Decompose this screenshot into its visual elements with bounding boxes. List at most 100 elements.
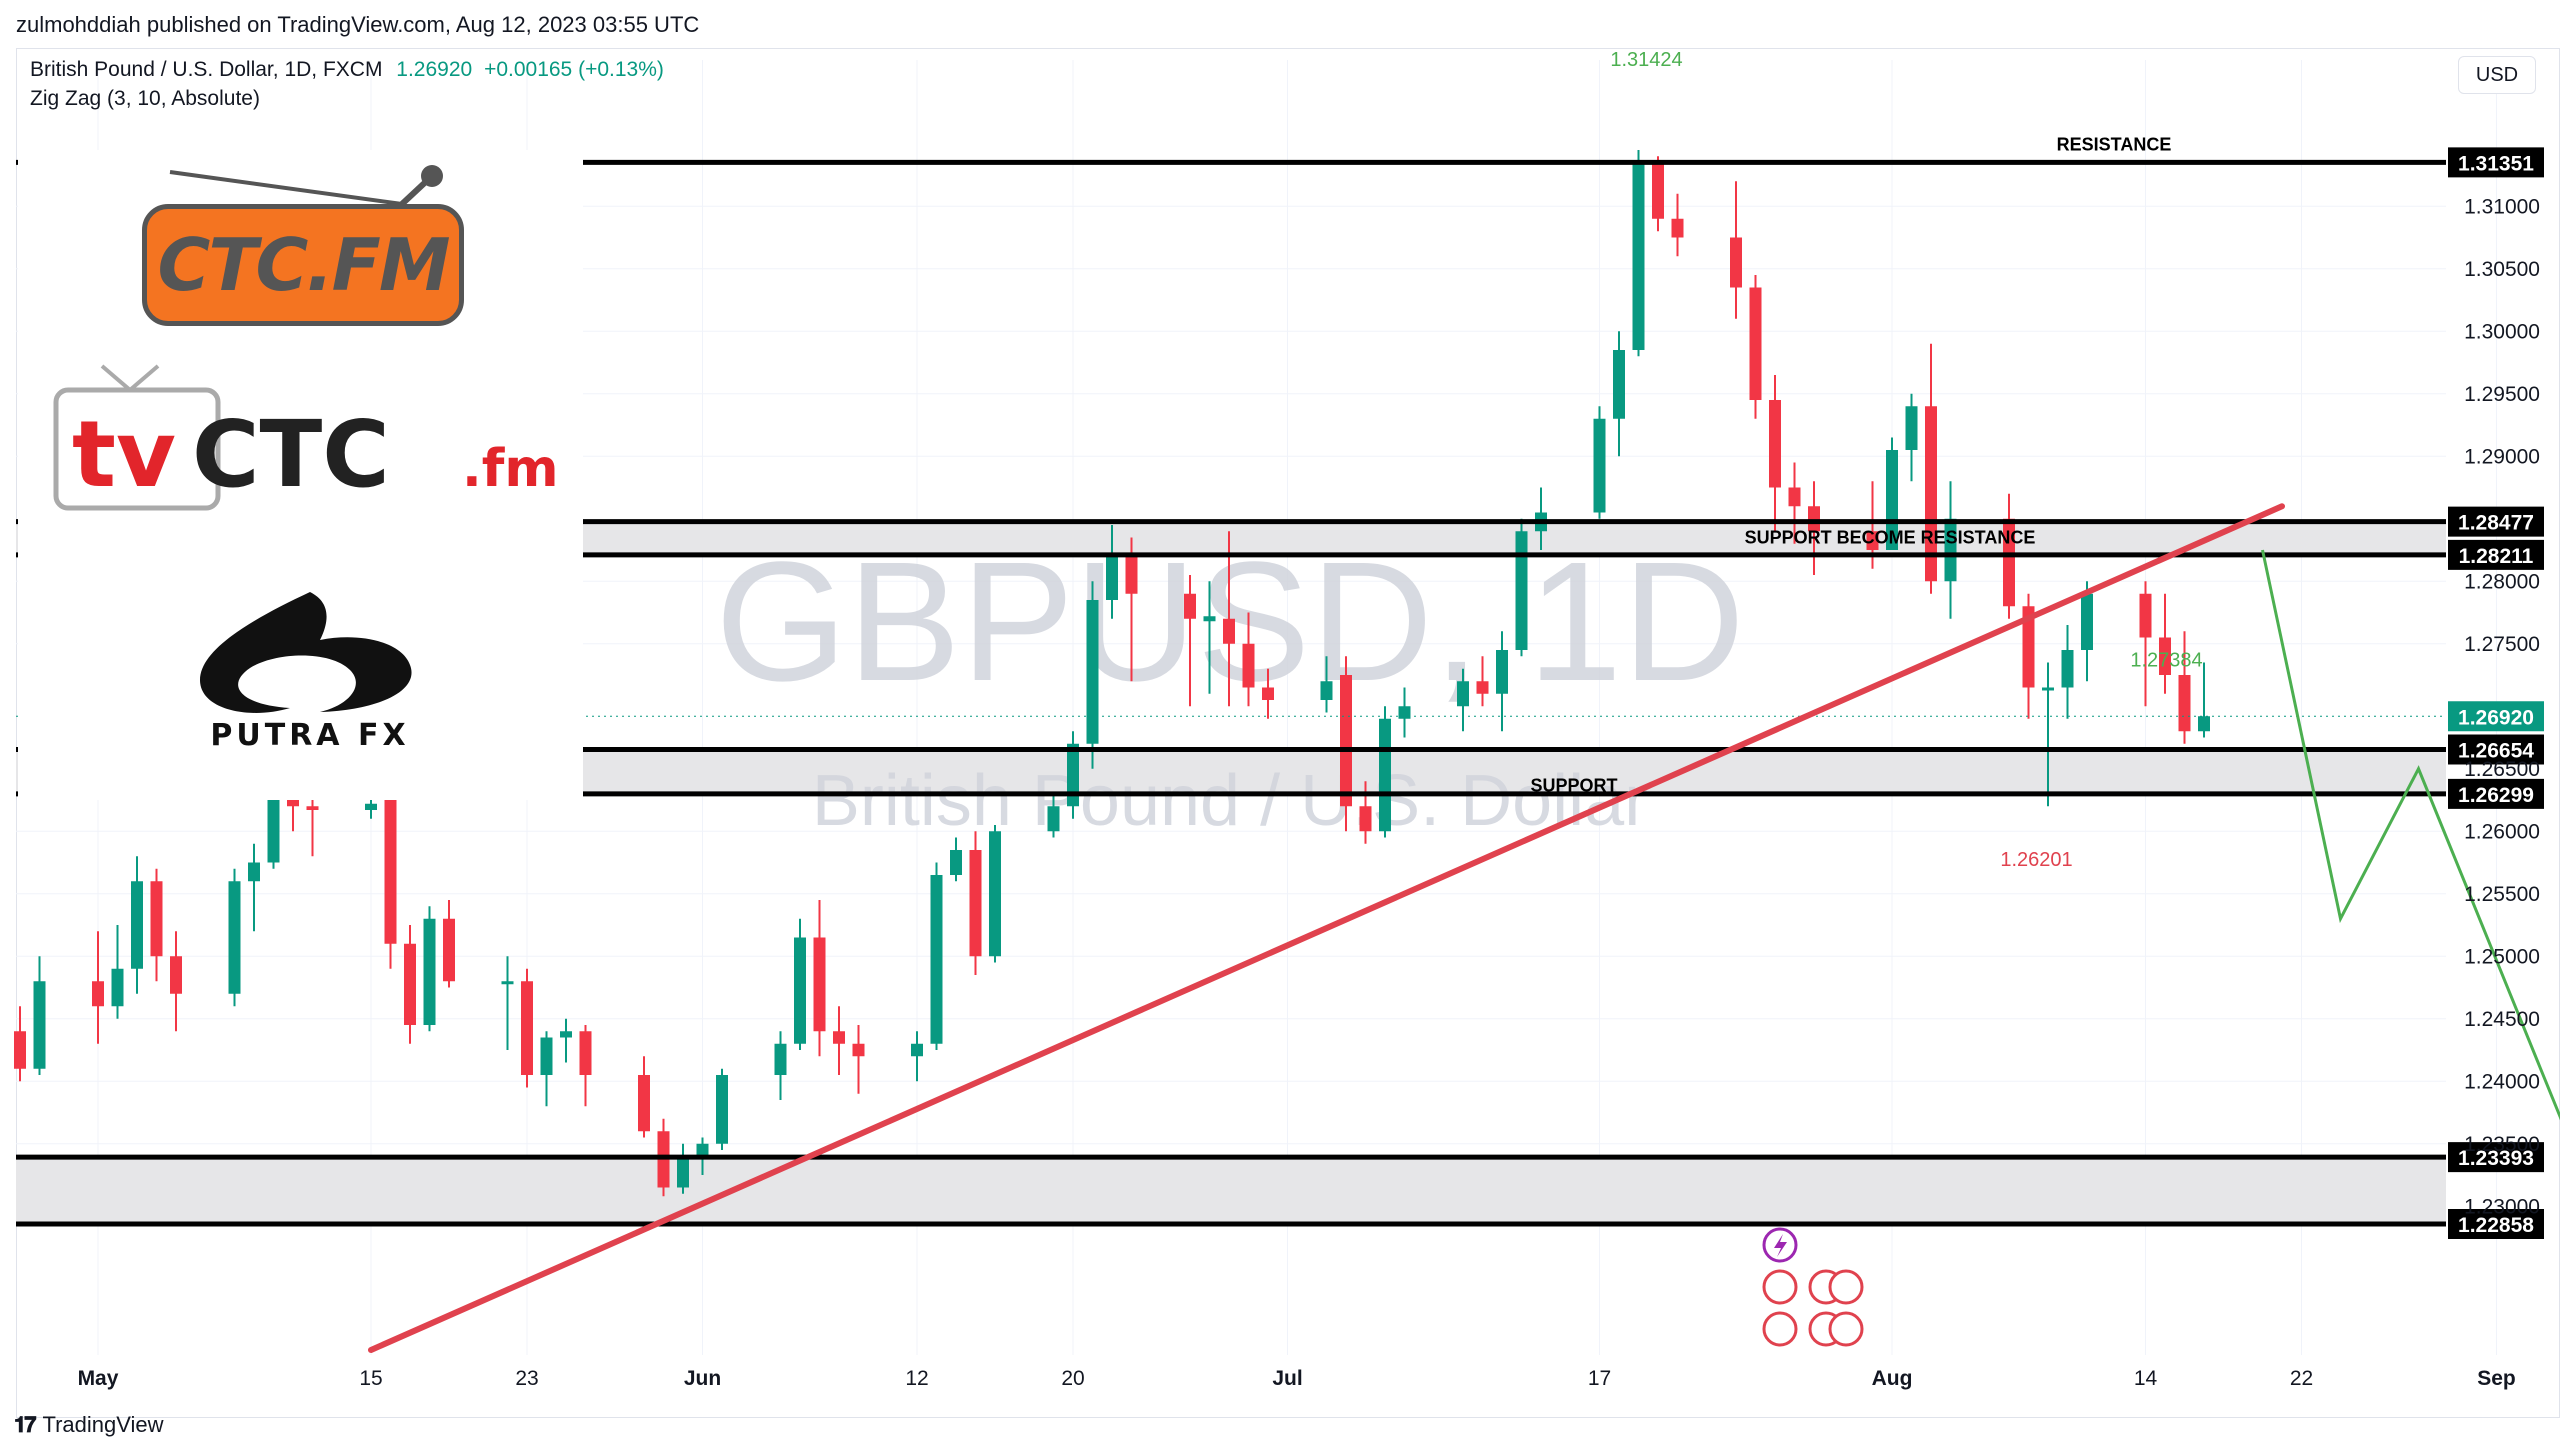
uk-flag-icon	[1762, 1269, 1798, 1305]
candle-body	[579, 1031, 592, 1075]
candle-body	[2061, 650, 2074, 688]
y-tick-label: 1.31000	[2464, 195, 2540, 218]
candle-body	[1340, 675, 1352, 807]
candle-body	[1515, 531, 1528, 650]
candle-body	[2198, 716, 2210, 732]
candle-body	[950, 850, 962, 875]
publisher-line: zulmohddiah published on TradingView.com…	[16, 12, 700, 37]
candle-body	[365, 803, 377, 810]
candle-body	[833, 1031, 845, 1044]
candle-body	[1398, 706, 1411, 719]
candle-body	[170, 956, 182, 994]
candle-body	[1184, 593, 1196, 619]
candle-body	[969, 850, 982, 957]
candle-body	[1125, 556, 1138, 594]
level-price-tag	[2448, 506, 2544, 537]
y-tick-label: 1.26000	[2464, 820, 2540, 843]
x-tick-label: 12	[905, 1367, 928, 1390]
candle-body	[150, 881, 163, 957]
y-tick-label: 1.30500	[2464, 258, 2540, 281]
level-price-label: 1.26299	[2458, 784, 2534, 807]
candle-body	[1730, 237, 1742, 288]
level-price-tag	[2448, 1209, 2544, 1239]
x-tick-label: 17	[1588, 1367, 1611, 1390]
y-tick-label: 1.30000	[2464, 320, 2540, 343]
candle-body	[852, 1043, 865, 1057]
candle-body	[423, 918, 436, 1025]
candle-body	[1788, 487, 1801, 507]
ctc-fm-badge: CTC.FM	[142, 204, 464, 326]
y-tick-label: 1.25500	[2464, 883, 2540, 906]
candle-body	[2042, 687, 2054, 691]
candle-body	[92, 981, 104, 1007]
candle-body	[443, 918, 455, 982]
grid-layer	[16, 60, 2497, 1355]
trendline	[368, 503, 2285, 1353]
candle-body	[1671, 218, 1684, 238]
tvctc-ctc: CTC	[192, 401, 390, 508]
tvctc-tv: tv	[72, 401, 176, 508]
zone-label: SUPPORT BECOME RESISTANCE	[1745, 527, 2036, 547]
candle-body	[1203, 616, 1216, 622]
us-flag-icon	[1762, 1311, 1798, 1347]
y-tick-label: 1.26500	[2464, 758, 2540, 781]
current-price-tag	[2448, 701, 2544, 732]
candle-body	[1242, 643, 1255, 688]
candle-body	[1379, 718, 1391, 832]
y-tick-label: 1.23500	[2464, 1133, 2540, 1156]
candle-body	[1067, 743, 1079, 807]
level-price-tag	[2448, 734, 2544, 765]
candle-body	[228, 881, 241, 994]
level-price-label: 1.28211	[2459, 545, 2534, 568]
candle-body	[774, 1043, 787, 1075]
currency-button[interactable]: USD	[2458, 56, 2536, 94]
drawing-layer	[368, 503, 2560, 1353]
level-price-tag	[2448, 147, 2544, 178]
candle-body	[930, 875, 943, 1044]
zone-label: SUPPORT	[1530, 776, 1617, 796]
candle-body	[1652, 162, 1664, 219]
candle-body	[696, 1143, 709, 1157]
price-zone	[16, 1157, 2446, 1224]
tvctc-logo: tv CTC .fm	[53, 364, 559, 511]
x-tick-label: Aug	[1872, 1367, 1913, 1390]
legend-indicator[interactable]: Zig Zag (3, 10, Absolute)	[30, 87, 260, 110]
event-icons[interactable]	[1762, 1227, 1864, 1347]
x-tick-label: Sep	[2477, 1367, 2516, 1390]
legend-price: 1.26920	[396, 58, 473, 81]
x-tick-label: 22	[2290, 1367, 2313, 1390]
current-price-label: 1.26920	[2458, 706, 2534, 729]
level-price-label: 1.28477	[2458, 512, 2534, 535]
candle-body	[111, 968, 124, 1007]
legend-symbol[interactable]: British Pound / U.S. Dollar, 1D, FXCM	[30, 58, 383, 81]
candle-body	[1769, 400, 1781, 488]
candle-layer	[14, 150, 2210, 1197]
tradingview-logo-icon[interactable]: 𝟏𝟕	[14, 1412, 37, 1437]
x-tick-label: Jun	[684, 1367, 721, 1390]
legend: British Pound / U.S. Dollar, 1D, FXCM 1.…	[30, 58, 664, 111]
y-tick-label: 1.29000	[2464, 445, 2540, 468]
candle-body	[1223, 618, 1235, 644]
level-layer: 1.31351 1.28477 1.28211 1.26654 1.26299 1.233…	[16, 147, 2544, 1239]
zigzag-label: 1.26201	[2000, 849, 2072, 871]
candle-body	[1457, 681, 1469, 707]
candle-body	[1613, 350, 1625, 419]
candle-body	[1749, 287, 1762, 400]
watermark-name: British Pound / U.S. Dollar	[812, 761, 1648, 841]
x-tick-label: Jul	[1272, 1367, 1302, 1390]
candle-body	[794, 937, 806, 1044]
candle-body	[384, 793, 397, 944]
level-price-label: 1.23393	[2458, 1147, 2534, 1170]
candle-body	[14, 1031, 26, 1069]
y-tick-label: 1.29500	[2464, 383, 2540, 406]
axis-layer: 1.31000 1.30500 1.30000 1.29500 1.29000 1.280…	[78, 195, 2540, 1390]
legend-change: +0.00165 (+0.13%)	[484, 58, 664, 81]
ctc-fm-logo	[169, 165, 443, 207]
candle-body	[1262, 687, 1274, 700]
x-tick-label: May	[78, 1367, 119, 1390]
candle-body	[1925, 406, 1937, 582]
footer-brand[interactable]: TradingView	[42, 1412, 164, 1437]
candle-body	[1106, 556, 1118, 600]
